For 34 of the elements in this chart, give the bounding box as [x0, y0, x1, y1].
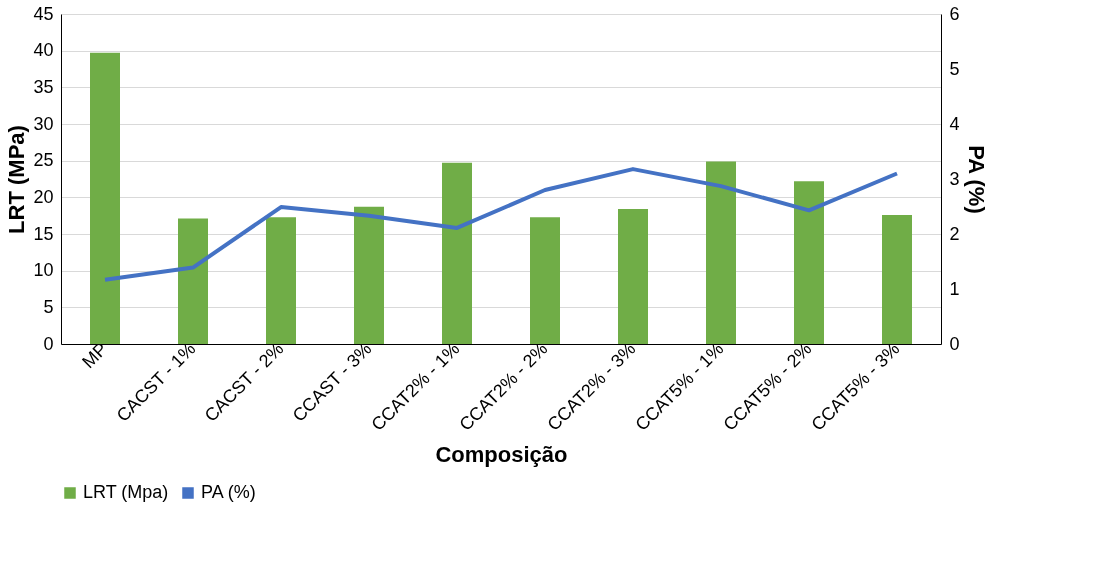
y2-tick-label: 3	[949, 168, 960, 189]
y-tick-label: 20	[33, 186, 54, 207]
y-tick-label: 15	[33, 223, 54, 244]
y-tick-label: 25	[33, 150, 54, 171]
x-tick-label: MP	[78, 338, 112, 372]
y-tick-label: 10	[33, 260, 54, 281]
y-tick-label: 45	[33, 3, 54, 24]
bar	[90, 52, 120, 344]
y2-tick-label: 6	[949, 3, 960, 24]
y-axis-title: LRT (MPa)	[4, 125, 30, 234]
bar	[442, 162, 472, 344]
y2-tick-label: 1	[949, 278, 960, 299]
bar	[618, 209, 648, 344]
y-tick-label: 35	[33, 76, 54, 97]
y2-tick-label: 2	[949, 223, 960, 244]
line-series	[103, 167, 899, 282]
y2-tick-label: 5	[949, 58, 960, 79]
y2-axis-title: PA (%)	[963, 145, 989, 214]
bar	[178, 218, 208, 344]
bar	[706, 161, 736, 344]
x-axis-title: Composição	[435, 441, 568, 467]
y2-tick-label: 0	[949, 333, 960, 354]
bar	[354, 206, 384, 344]
bar	[794, 181, 824, 344]
y-tick-label: 30	[33, 113, 54, 134]
y-tick-label: 0	[43, 333, 54, 354]
y-tick-label: 5	[43, 296, 54, 317]
legend-label: LRT (Mpa)	[83, 482, 169, 502]
bar	[882, 214, 912, 344]
legend-label: PA (%)	[201, 482, 256, 502]
y2-tick-label: 4	[949, 113, 960, 134]
bar	[266, 217, 296, 344]
y-tick-label: 40	[33, 40, 54, 61]
bar	[530, 217, 560, 344]
